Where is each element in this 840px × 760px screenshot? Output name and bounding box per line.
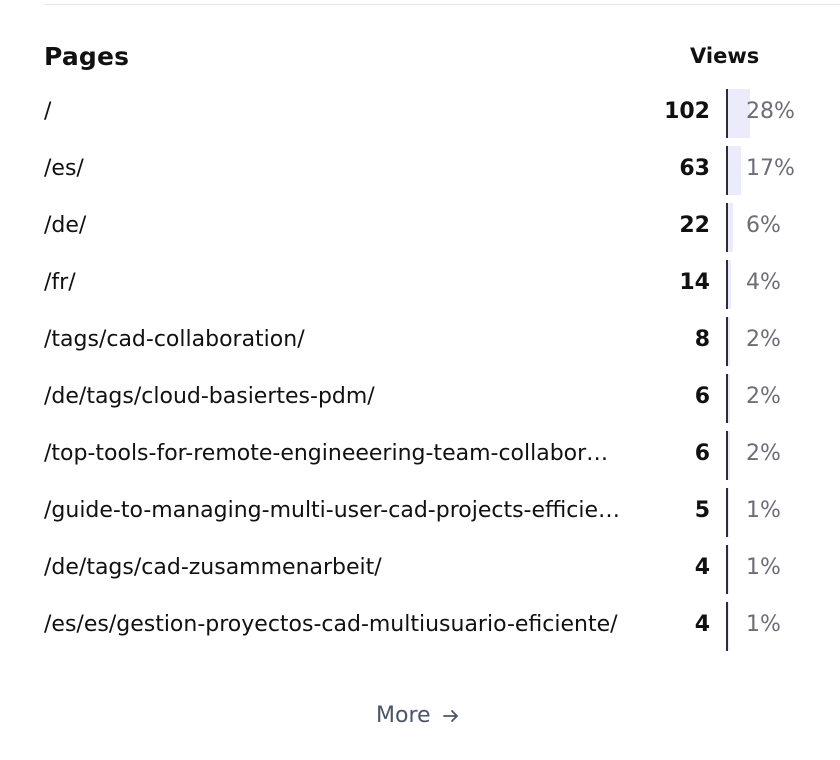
page-path[interactable]: /es/es/gestion-proyectos-cad-multiusuari… [44,612,618,637]
page-path[interactable]: /top-tools-for-remote-engineeering-team-… [44,441,609,466]
more-label: More [376,703,431,728]
share-bar [726,89,838,138]
page-path[interactable]: /de/ [44,213,87,238]
list-item[interactable]: /es/ 63 17% [0,142,840,199]
page-path[interactable]: /tags/cad-collaboration/ [44,327,305,352]
view-count: 102 [664,99,710,124]
view-percent: 17% [746,156,795,181]
share-bar [726,431,838,480]
share-bar [726,374,838,423]
list-item[interactable]: /fr/ 14 4% [0,256,840,313]
list-item[interactable]: /de/tags/cloud-basiertes-pdm/ 6 2% [0,370,840,427]
arrow-right-icon [441,706,461,726]
page-path[interactable]: /guide-to-managing-multi-user-cad-projec… [44,498,621,523]
view-percent: 2% [746,441,781,466]
view-percent: 28% [746,99,795,124]
page-path[interactable]: /es/ [44,156,84,181]
more-button[interactable]: More [376,703,461,728]
view-count: 4 [694,555,710,580]
view-count: 5 [694,498,710,523]
share-bar-fill [728,431,730,480]
view-percent: 6% [746,213,781,238]
share-bar-fill [728,89,750,138]
page-path[interactable]: / [44,99,52,124]
view-count: 6 [694,441,710,466]
share-bar [726,602,838,651]
list-item[interactable]: /es/es/gestion-proyectos-cad-multiusuari… [0,598,840,655]
view-count: 22 [679,213,710,238]
view-count: 6 [694,384,710,409]
list-item[interactable]: /de/tags/cad-zusammenarbeit/ 4 1% [0,541,840,598]
view-count: 63 [679,156,710,181]
view-percent: 2% [746,384,781,409]
view-count: 8 [694,327,710,352]
share-bar [726,260,838,309]
share-bar-fill [728,374,730,423]
list-item[interactable]: / 102 28% [0,85,840,142]
share-bar-fill [728,545,729,594]
share-bar [726,488,838,537]
view-percent: 1% [746,555,781,580]
list-item[interactable]: /top-tools-for-remote-engineeering-team-… [0,427,840,484]
view-count: 4 [694,612,710,637]
divider [44,4,840,5]
share-bar-fill [728,203,733,252]
list-item[interactable]: /guide-to-managing-multi-user-cad-projec… [0,484,840,541]
page-path[interactable]: /de/tags/cad-zusammenarbeit/ [44,555,382,580]
views-column-header: Views [690,44,760,68]
share-bar [726,545,838,594]
page-path[interactable]: /de/tags/cloud-basiertes-pdm/ [44,384,375,409]
share-bar-fill [728,488,729,537]
share-bar-fill [728,317,730,366]
share-bar [726,317,838,366]
page-path[interactable]: /fr/ [44,270,76,295]
share-bar-fill [728,602,729,651]
share-bar [726,203,838,252]
view-count: 14 [679,270,710,295]
share-bar-fill [728,260,731,309]
view-percent: 2% [746,327,781,352]
pages-column-header: Pages [44,42,130,71]
share-bar [726,146,838,195]
share-bar-fill [728,146,741,195]
view-percent: 1% [746,612,781,637]
pages-list: / 102 28% /es/ 63 17% /de/ 22 6% /fr/ 14… [0,85,840,655]
list-item[interactable]: /tags/cad-collaboration/ 8 2% [0,313,840,370]
view-percent: 4% [746,270,781,295]
view-percent: 1% [746,498,781,523]
list-item[interactable]: /de/ 22 6% [0,199,840,256]
